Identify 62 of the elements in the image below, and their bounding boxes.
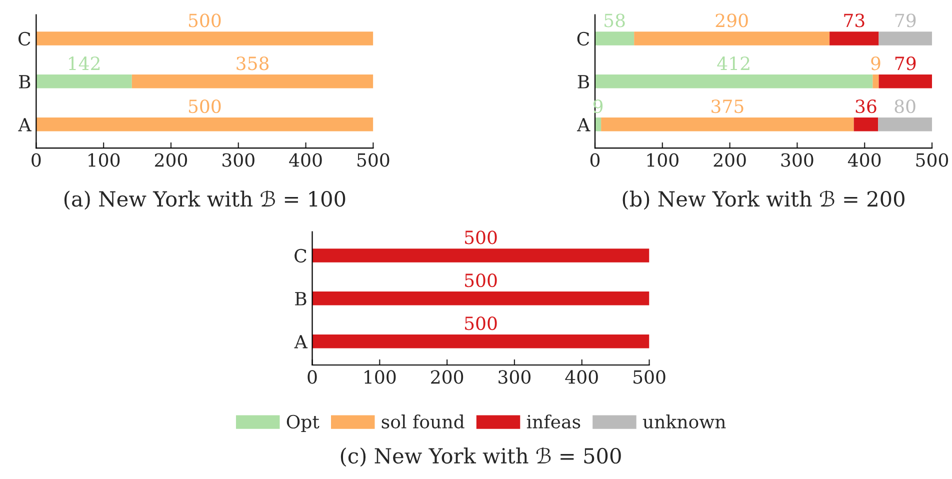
data-label: 36 [856,100,876,114]
x-tick-label: 500 [916,153,948,167]
data-label: 142 [69,56,100,70]
bar [878,32,932,46]
x-tick-label: 400 [289,153,322,167]
x-tick-label: 200 [154,153,188,167]
legend-label: infeas [526,414,580,429]
x-tick-label: 200 [431,370,464,384]
data-label: 500 [465,316,497,330]
bar [595,32,634,46]
data-label: 358 [236,56,269,70]
y-tick-label: C [577,32,590,46]
bar [854,118,878,132]
y-tick-label: A [576,118,590,132]
x-tick-label: 300 [498,370,530,384]
x-tick-label: 400 [565,370,598,384]
bar [878,74,932,88]
data-label: 500 [465,274,497,288]
x-tick-label: 100 [647,153,678,167]
legend-label: unknown [642,414,726,429]
text: (b) New York with ℬ = 200 [622,190,904,210]
y-tick-label: C [294,248,306,263]
bar [830,32,879,46]
data-label: 290 [716,14,748,28]
data-label: 58 [604,14,625,28]
data-label: 375 [712,100,744,114]
data-label: 73 [844,14,864,28]
x-tick-label: 100 [364,370,396,384]
y-tick-label: A [294,335,308,348]
y-tick-label: B [578,75,590,88]
legend-label: Opt [286,414,320,432]
x-tick-label: 500 [634,370,666,384]
data-label: 9 [871,56,880,70]
data-label: 80 [894,100,916,114]
x-tick-label: 400 [848,153,881,167]
bar [601,118,854,132]
bar [878,118,932,132]
legend-label: sol found [382,414,464,429]
bar [634,32,830,46]
data-label: 412 [717,56,750,70]
y-tick-label: B [19,75,30,88]
bar [872,74,879,88]
data-label: 79 [895,14,916,28]
data-label: 500 [188,14,221,28]
x-tick-label: 500 [357,153,390,167]
bar [595,118,602,132]
y-tick-label: C [18,32,30,46]
text: (c) New York with ℬ = 500 [340,447,621,467]
x-tick-label: 300 [781,153,814,167]
data-label: 500 [188,100,221,114]
text: (a) New York with ℬ = 100 [64,190,346,210]
y-tick-label: A [18,118,32,132]
data-label: 79 [895,56,916,70]
x-tick-label: 100 [88,153,120,167]
x-tick-label: 0 [590,153,600,167]
x-tick-label: 200 [714,153,746,167]
x-tick-label: 300 [222,153,254,167]
data-label: 500 [465,230,497,244]
bar [595,74,873,88]
x-tick-label: 0 [308,370,317,384]
x-tick-label: 0 [32,153,41,167]
y-tick-label: B [295,292,306,306]
